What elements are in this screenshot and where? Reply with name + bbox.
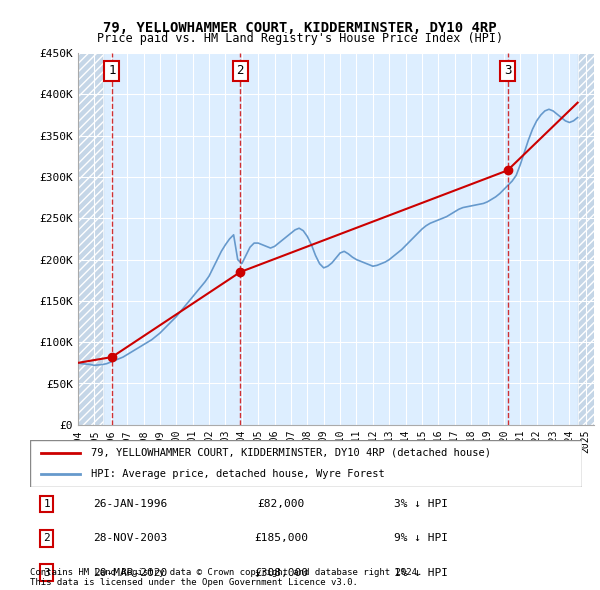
Bar <box>78 53 103 425</box>
Text: 9% ↓ HPI: 9% ↓ HPI <box>394 533 448 543</box>
Text: 26-JAN-1996: 26-JAN-1996 <box>94 499 167 509</box>
Bar <box>578 53 594 425</box>
Text: 1: 1 <box>108 64 116 77</box>
Bar <box>578 53 594 425</box>
Text: 1: 1 <box>43 499 50 509</box>
Text: 2: 2 <box>236 64 244 77</box>
Text: 3: 3 <box>43 568 50 578</box>
Text: This data is licensed under the Open Government Licence v3.0.: This data is licensed under the Open Gov… <box>30 578 358 587</box>
Text: £308,000: £308,000 <box>254 568 308 578</box>
Text: 20-MAR-2020: 20-MAR-2020 <box>94 568 167 578</box>
Text: 3: 3 <box>504 64 511 77</box>
Text: 3% ↓ HPI: 3% ↓ HPI <box>394 499 448 509</box>
Text: Contains HM Land Registry data © Crown copyright and database right 2024.: Contains HM Land Registry data © Crown c… <box>30 568 422 577</box>
Text: 2: 2 <box>43 533 50 543</box>
FancyBboxPatch shape <box>30 440 582 487</box>
Bar <box>78 53 103 425</box>
Text: 28-NOV-2003: 28-NOV-2003 <box>94 533 167 543</box>
Text: £82,000: £82,000 <box>257 499 305 509</box>
Text: £185,000: £185,000 <box>254 533 308 543</box>
Text: Price paid vs. HM Land Registry's House Price Index (HPI): Price paid vs. HM Land Registry's House … <box>97 32 503 45</box>
Text: 79, YELLOWHAMMER COURT, KIDDERMINSTER, DY10 4RP: 79, YELLOWHAMMER COURT, KIDDERMINSTER, D… <box>103 21 497 35</box>
Text: HPI: Average price, detached house, Wyre Forest: HPI: Average price, detached house, Wyre… <box>91 468 385 478</box>
Text: 1% ↓ HPI: 1% ↓ HPI <box>394 568 448 578</box>
Text: 79, YELLOWHAMMER COURT, KIDDERMINSTER, DY10 4RP (detached house): 79, YELLOWHAMMER COURT, KIDDERMINSTER, D… <box>91 448 491 458</box>
